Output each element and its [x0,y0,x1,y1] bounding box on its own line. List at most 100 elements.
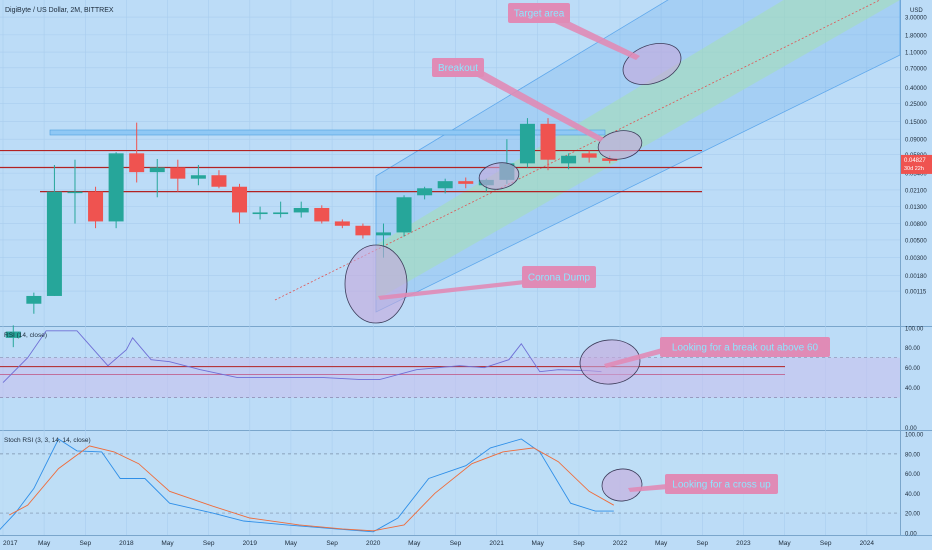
rsi-tick-label: 60.00 [905,366,921,372]
candle-body [46,191,62,296]
candle-body [355,225,371,236]
candle-body [602,158,618,161]
corona-dump-callout-pointer [378,280,526,300]
corona-dump-ellipse [344,244,408,324]
price-tick-label: 0.02100 [905,188,927,194]
time-tick-label: 2019 [243,540,258,547]
candle-body [396,197,412,233]
rsi-callout-text: Looking for a break out above 60 [672,343,819,354]
price-tick-label: 0.00180 [905,274,927,280]
rsi-tick-label: 80.00 [905,346,921,352]
price-tag [901,154,932,174]
rsi-tick-label: 40.00 [905,386,921,392]
candle-body [437,181,453,189]
stoch-ellipse [601,468,643,502]
candle-body [540,123,556,160]
candle-body [5,331,21,338]
candle-body [561,155,577,164]
price-tick-label: 0.00300 [905,256,927,262]
time-tick-label: Sep [573,540,585,547]
time-tick-label: 2023 [736,540,751,547]
time-tick-label: Sep [80,540,92,547]
candle-body [293,207,309,213]
stoch-tick-label: 20.00 [905,512,921,518]
breakout-callout-box [432,58,484,77]
price-tick-label: 0.09000 [905,138,927,144]
price-tick-label: 0.15000 [905,120,927,126]
symbol-title: DigiByte / US Dollar, 2M, BITTREX [5,7,114,14]
rsi-tick-label: 0.00 [905,426,917,432]
rsi-line [2,330,602,383]
price-tick-label: 0.70000 [905,66,927,72]
time-tick-label: May [532,540,545,547]
candle-body [375,232,391,236]
candle-body [334,221,350,226]
time-tick-label: May [161,540,174,547]
candle-body [519,123,535,164]
candle-body [417,188,433,196]
price-tick-label: 0.03400 [905,172,927,178]
corona-dump-callout-text: Corona Dump [528,273,591,284]
indicators-layer [0,330,900,533]
time-tick-label: May [408,540,421,547]
time-tick-label: 2018 [119,540,134,547]
resistance-lines [0,129,702,193]
stoch-tick-label: 0.00 [905,531,917,537]
target-area-callout-text: Target area [514,9,565,20]
price-tick-label: 0.40000 [905,86,927,92]
rsi-band [0,357,900,398]
price-tick-label: 0.00800 [905,222,927,228]
time-tick-label: 2024 [860,540,875,547]
candle-body [314,207,330,222]
candle-body [581,153,597,158]
price-tick-label: 3.00000 [905,16,927,22]
candle-body [232,186,248,213]
candle-body [88,191,104,222]
annotations-layer: Target area Breakout Corona Dump Looking fo… [344,3,830,502]
candle-body [252,212,268,215]
corona-dump-callout-box [522,266,596,288]
resistance-band [49,129,606,136]
stoch-k-line [0,438,614,533]
rsi-tick-label: 100.00 [905,326,924,332]
stoch-d-line [8,445,615,532]
time-tick-label: Sep [697,540,709,547]
stoch-tick-label: 40.00 [905,492,921,498]
time-tick-label: Sep [203,540,215,547]
candle-body [273,212,289,215]
price-tag-value: 0.04827 [904,158,926,164]
stoch-tick-label: 100.00 [905,433,924,439]
time-tick-label: 2017 [3,540,18,547]
candle-body [190,175,206,179]
time-tick-label: May [655,540,668,547]
price-tick-label: 1.10000 [905,51,927,57]
stoch-tick-label: 80.00 [905,452,921,458]
stoch-title: Stoch RSI (3, 3, 14, 14, close) [4,437,91,444]
target-area-callout-pointer [548,15,640,60]
time-tick-label: Sep [820,540,832,547]
candle-body [67,191,83,194]
price-tick-label: 0.01300 [905,205,927,211]
candle-body [170,167,186,179]
breakout-callout-pointer [468,66,604,142]
breakout-ellipse-lower [478,162,520,190]
candle-body [149,167,165,173]
time-tick-label: 2020 [366,540,381,547]
price-unit: USD [910,8,923,14]
axes-layer: 2017 May Sep 2018 May Sep 2019 May Sep 2020 May Sep… [3,16,932,547]
candle-body [108,153,124,222]
rsi-ellipse [579,339,641,385]
target-area-callout-box [508,3,570,23]
rsi-callout-box [660,337,830,357]
time-tick-label: Sep [326,540,338,547]
stoch-tick-label: 60.00 [905,472,921,478]
price-tick-label: 1.80000 [905,33,927,39]
candle-body [129,153,145,173]
time-tick-label: Sep [450,540,462,547]
breakout-callout-text: Breakout [438,63,478,74]
price-tick-label: 0.25000 [905,102,927,108]
target-area-ellipse [622,43,682,85]
time-tick-label: 2022 [613,540,628,547]
